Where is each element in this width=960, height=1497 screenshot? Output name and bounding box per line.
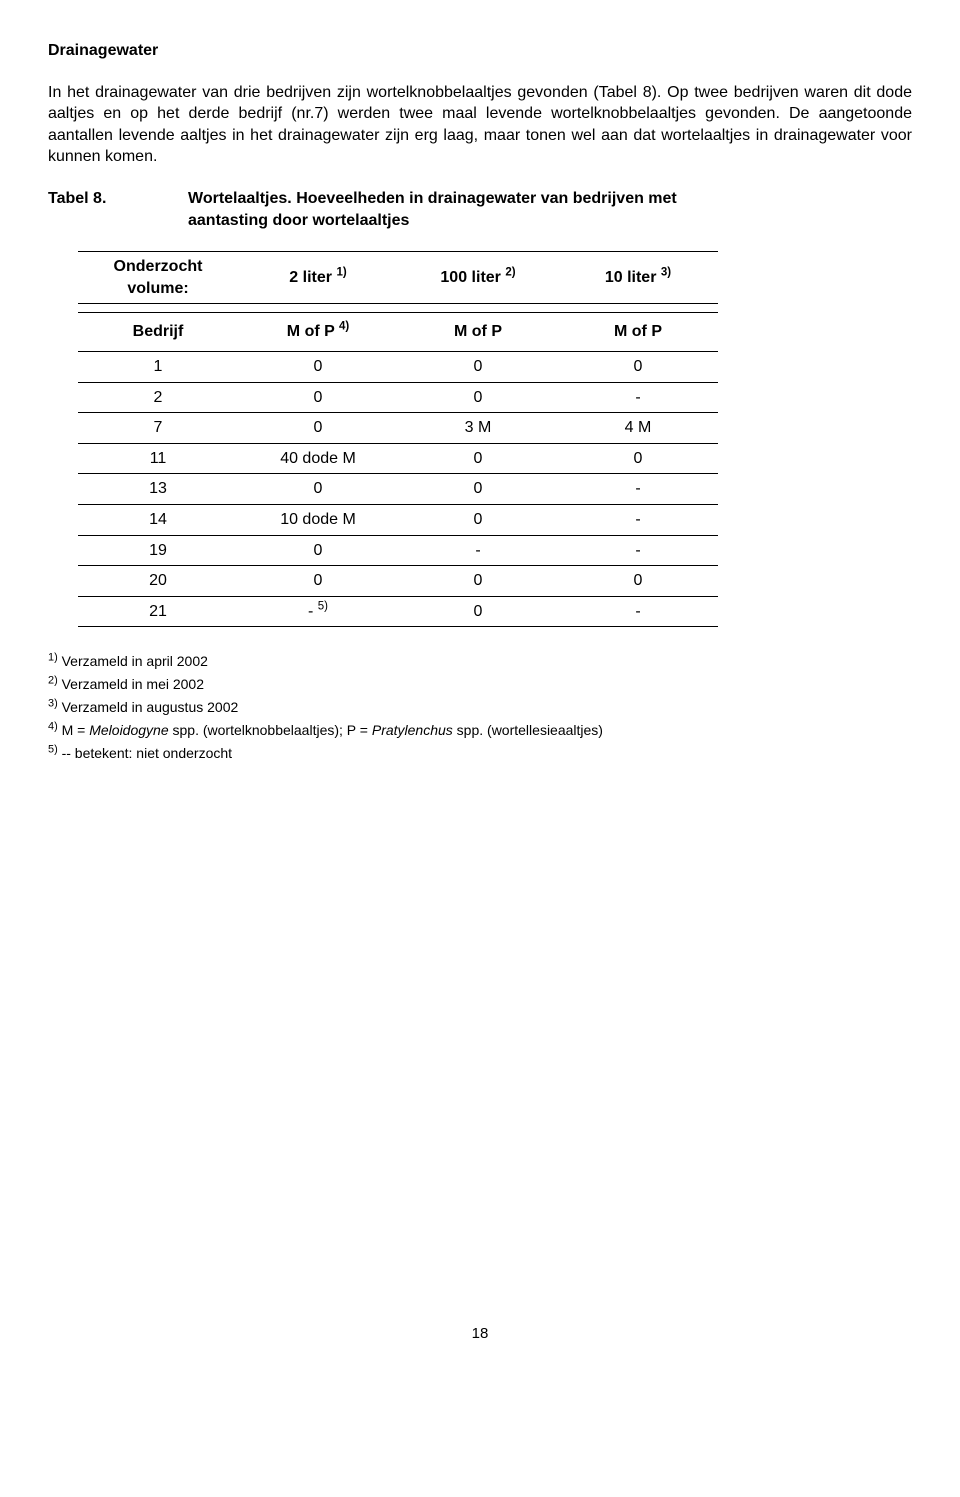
volume-col-1: 2 liter 1) <box>238 252 398 304</box>
intro-paragraph: In het drainagewater van drie bedrijven … <box>48 82 912 168</box>
footnotes: 1) Verzameld in april 2002 2) Verzameld … <box>48 651 912 764</box>
section-title: Drainagewater <box>48 40 912 62</box>
footnote: 4) M = Meloidogyne spp. (wortelknobbelaa… <box>48 720 912 741</box>
footnote: 5) -- betekent: niet onderzocht <box>48 743 912 764</box>
mofp-header-3: M of P <box>558 313 718 352</box>
data-table: Onderzocht volume: 2 liter 1) 100 liter … <box>78 251 718 627</box>
page-number: 18 <box>48 1324 912 1344</box>
volume-col-2: 100 liter 2) <box>398 252 558 304</box>
table-row: 703 M4 M <box>78 413 718 444</box>
table-row: 200- <box>78 382 718 413</box>
mofp-header-1: M of P 4) <box>238 313 398 352</box>
footnote: 3) Verzameld in augustus 2002 <box>48 697 912 718</box>
bedrijf-header: Bedrijf <box>78 313 238 352</box>
table-row: 21 - 5) 0 - <box>78 596 718 627</box>
table-row: 1300- <box>78 474 718 505</box>
volume-label-cell: Onderzocht volume: <box>78 252 238 304</box>
footnote: 2) Verzameld in mei 2002 <box>48 674 912 695</box>
volume-col-3: 10 liter 3) <box>558 252 718 304</box>
volume-header-row: Onderzocht volume: 2 liter 1) 100 liter … <box>78 252 718 304</box>
footnote: 1) Verzameld in april 2002 <box>48 651 912 672</box>
table-caption: Tabel 8. Wortelaaltjes. Hoeveelheden in … <box>48 188 912 231</box>
mofp-header-2: M of P <box>398 313 558 352</box>
table-row: 190-- <box>78 535 718 566</box>
table-row: 1410 dode M0- <box>78 504 718 535</box>
table-body: 1000 200- 703 M4 M 1140 dode M00 1300- 1… <box>78 351 718 626</box>
table-row: 20000 <box>78 566 718 597</box>
column-header-row: Bedrijf M of P 4) M of P M of P <box>78 313 718 352</box>
table-caption-text: Wortelaaltjes. Hoeveelheden in drainagew… <box>188 188 708 231</box>
table-row: 1000 <box>78 351 718 382</box>
table-caption-label: Tabel 8. <box>48 188 188 231</box>
table-row: 1140 dode M00 <box>78 443 718 474</box>
